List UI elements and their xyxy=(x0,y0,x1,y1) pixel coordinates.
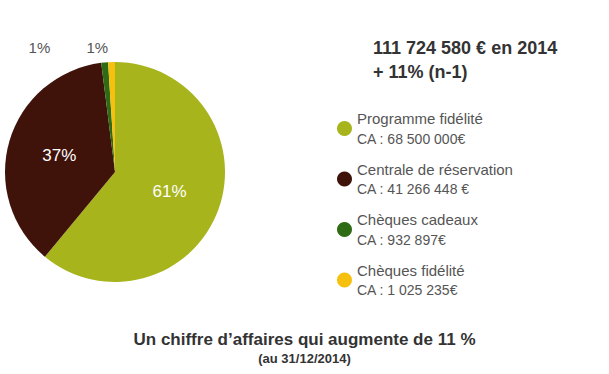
svg-text:37%: 37% xyxy=(42,146,76,165)
svg-text:+ 11% (n-1): + 11% (n-1) xyxy=(373,62,468,82)
svg-text:111 724 580 € en 2014: 111 724 580 € en 2014 xyxy=(373,38,557,58)
svg-text:CA : 932 897€: CA : 932 897€ xyxy=(357,232,446,248)
svg-text:1%: 1% xyxy=(86,39,108,56)
svg-text:Un chiffre d’affaires qui augm: Un chiffre d’affaires qui augmente de 11… xyxy=(134,330,476,349)
svg-text:Centrale de réservation: Centrale de réservation xyxy=(357,161,513,178)
svg-text:CA : 68 500 000€: CA : 68 500 000€ xyxy=(357,131,465,147)
svg-text:(au 31/12/2014): (au 31/12/2014) xyxy=(258,351,351,366)
svg-text:Chèques fidélité: Chèques fidélité xyxy=(357,262,465,279)
svg-text:1%: 1% xyxy=(29,39,51,56)
svg-text:61%: 61% xyxy=(153,182,187,201)
svg-text:CA : 1 025 235€: CA : 1 025 235€ xyxy=(357,282,458,298)
svg-text:Programme fidélité: Programme fidélité xyxy=(357,110,483,127)
svg-text:Chèques cadeaux: Chèques cadeaux xyxy=(357,211,478,228)
svg-text:CA : 41 266 448 €: CA : 41 266 448 € xyxy=(357,181,469,197)
